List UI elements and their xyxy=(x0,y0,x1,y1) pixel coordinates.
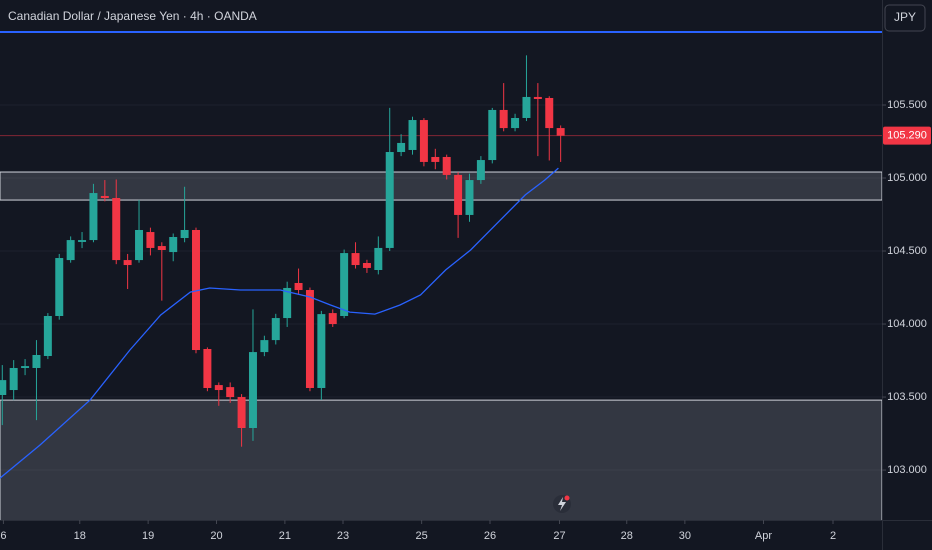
candle-body xyxy=(408,120,417,150)
candle-body xyxy=(146,232,155,248)
candle-body xyxy=(0,380,7,396)
y-tick-label: 105.500 xyxy=(887,99,927,111)
candle-body xyxy=(21,366,30,368)
x-tick-label: 19 xyxy=(142,530,154,542)
candle-body xyxy=(362,262,371,268)
candle-body xyxy=(499,109,508,129)
candle-body xyxy=(192,229,200,351)
candle-body xyxy=(112,198,121,261)
candle-body xyxy=(180,229,189,239)
candle-body xyxy=(465,180,474,215)
candle-body xyxy=(522,96,531,118)
candle-body xyxy=(271,318,280,341)
candle-body xyxy=(203,349,212,388)
candle-body xyxy=(78,240,87,242)
candle-body xyxy=(328,313,337,325)
candle-body xyxy=(397,142,406,153)
x-tick-label: 25 xyxy=(416,530,428,542)
candle-body xyxy=(374,247,383,271)
support-resistance-zone xyxy=(0,399,882,520)
candle-body xyxy=(545,97,554,129)
x-tick-label: 26 xyxy=(484,530,496,542)
candle-body xyxy=(100,195,109,199)
candle-body xyxy=(55,258,64,317)
chart-title: Canadian Dollar / Japanese Yen · 4h · OA… xyxy=(8,9,257,23)
x-tick-label: 27 xyxy=(553,530,565,542)
candle-body xyxy=(248,352,257,429)
alert-icon-dot[interactable] xyxy=(564,495,570,501)
candle-body xyxy=(556,128,565,136)
candle-body xyxy=(169,237,178,253)
last-price-badge xyxy=(883,126,931,145)
support-resistance-zone xyxy=(0,171,882,201)
candle-body xyxy=(260,340,269,353)
y-tick-label: 103.500 xyxy=(887,391,927,403)
moving-average-line xyxy=(0,167,559,479)
currency-button[interactable]: JPY xyxy=(884,4,926,32)
y-tick-label: 104.000 xyxy=(887,318,927,330)
candle-body xyxy=(43,316,52,357)
candle-body xyxy=(294,282,303,291)
x-tick-label: 2 xyxy=(830,530,836,542)
x-tick-label: 30 xyxy=(679,530,691,542)
candle-body xyxy=(226,387,235,398)
candle-body xyxy=(476,160,485,181)
candle-body xyxy=(237,397,246,429)
candle-body xyxy=(419,120,428,162)
candle-body xyxy=(351,253,360,266)
currency-button-frame[interactable] xyxy=(884,4,926,32)
candle-body xyxy=(385,152,394,248)
candle-body xyxy=(283,287,292,319)
candle-body xyxy=(305,290,314,388)
x-tick-label: 28 xyxy=(621,530,633,542)
x-tick-label: 6 xyxy=(0,530,6,542)
alert-icon[interactable] xyxy=(553,495,571,513)
candle-body xyxy=(157,246,166,250)
last-price-label: 105.290 xyxy=(887,130,927,142)
candle-body xyxy=(123,260,132,266)
candle-body xyxy=(9,367,18,391)
currency-label[interactable]: JPY xyxy=(894,10,916,24)
y-tick-label: 104.500 xyxy=(887,245,927,257)
candle-body xyxy=(340,253,349,317)
candle-body xyxy=(32,354,41,368)
x-tick-label: 21 xyxy=(279,530,291,542)
candle-body xyxy=(431,156,440,162)
x-tick-label: 20 xyxy=(210,530,222,542)
candle-body xyxy=(454,174,463,215)
y-tick-label: 103.000 xyxy=(887,464,927,476)
x-tick-label: 18 xyxy=(74,530,86,542)
x-tick-label: Apr xyxy=(755,530,772,542)
candle-body xyxy=(317,314,326,388)
candle-body xyxy=(533,96,542,100)
plot-area xyxy=(0,30,882,520)
candle-body xyxy=(66,240,75,261)
candle-body xyxy=(135,229,144,261)
alert-icon-bolt[interactable] xyxy=(558,497,566,511)
candle-body xyxy=(89,193,98,241)
candle-body xyxy=(442,156,451,175)
candle-body xyxy=(511,117,520,129)
x-tick-label: 23 xyxy=(337,530,349,542)
y-tick-label: 105.000 xyxy=(887,172,927,184)
candle-body xyxy=(214,385,223,391)
candle-body xyxy=(488,109,497,161)
